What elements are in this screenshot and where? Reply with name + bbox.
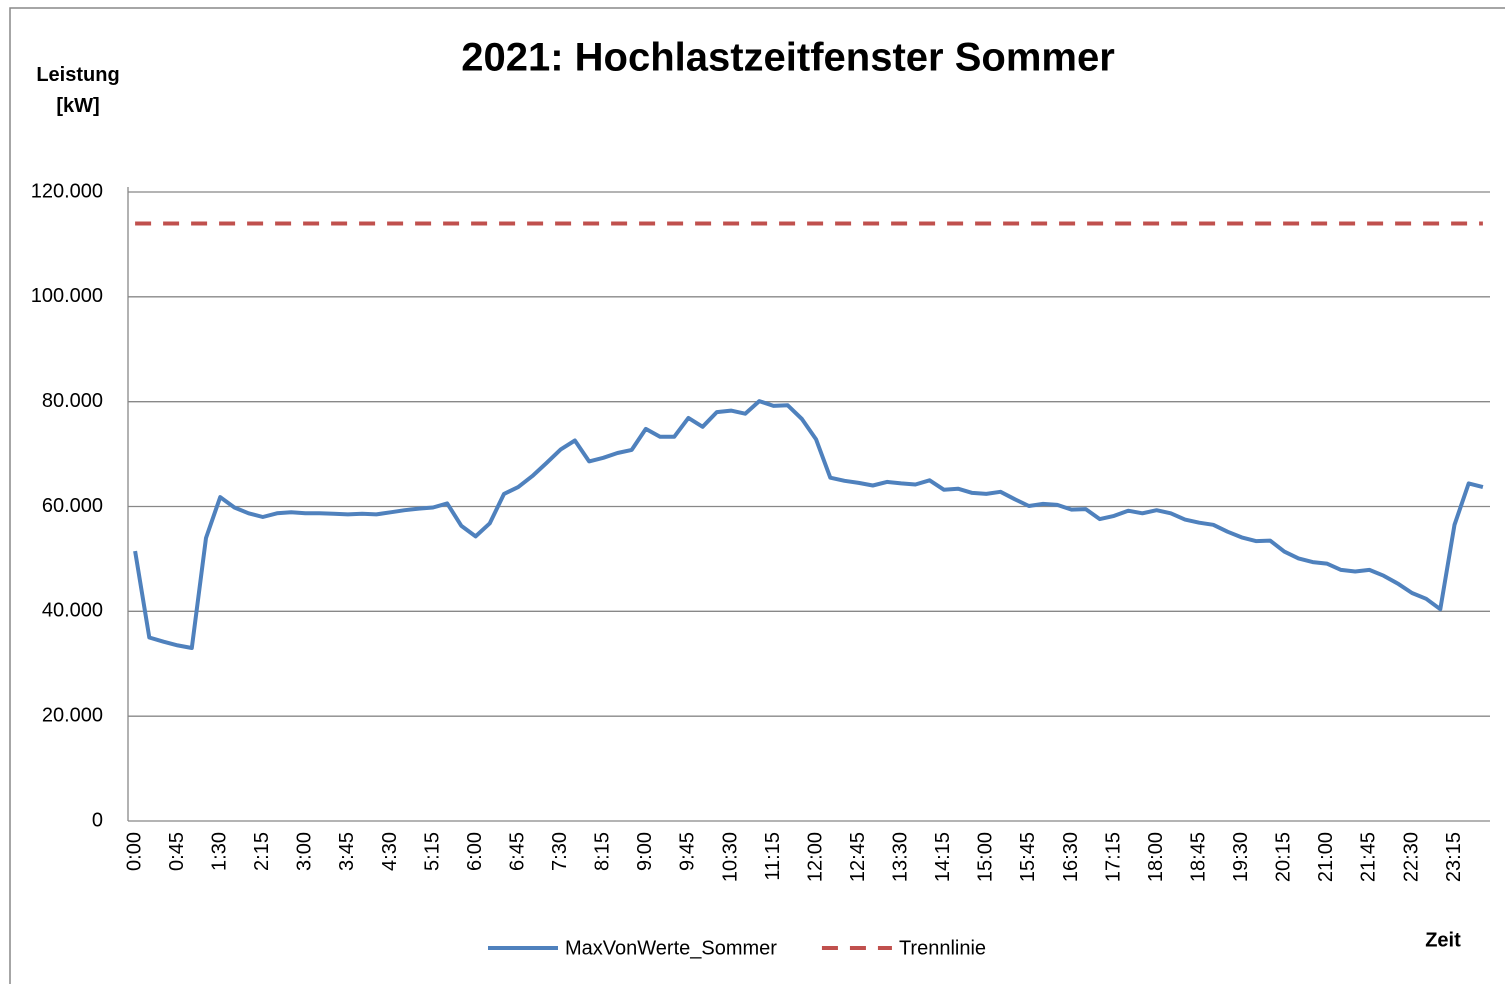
y-tick-label: 100.000	[31, 285, 103, 307]
legend-label: Trennlinie	[899, 937, 986, 959]
x-tick-label: 21:00	[1315, 832, 1337, 882]
x-tick-label: 1:30	[209, 832, 231, 871]
y-axis-title: Leistung [kW]	[36, 64, 120, 117]
x-tick-label: 12:00	[804, 832, 826, 882]
x-tick-label: 23:15	[1443, 832, 1465, 882]
x-tick-label: 22:30	[1400, 832, 1422, 882]
x-axis-title: Zeit	[1425, 929, 1461, 951]
series-line	[133, 399, 1484, 650]
y-tick-label: 60.000	[42, 495, 103, 517]
x-tick-label: 2:15	[251, 832, 273, 871]
x-tick-label: 6:45	[506, 832, 528, 871]
x-tick-label: 8:15	[592, 832, 614, 871]
y-tick-label: 120.000	[31, 180, 103, 202]
x-tick-label: 11:15	[762, 832, 784, 881]
chart-border	[9, 7, 1505, 984]
chart-title: 2021: Hochlastzeitfenster Sommer	[461, 36, 1115, 80]
x-tick-label: 21:45	[1358, 832, 1380, 882]
x-tick-label: 9:00	[634, 832, 656, 871]
x-tick-label: 18:45	[1187, 832, 1209, 882]
x-tick-label: 18:00	[1145, 832, 1167, 882]
x-tick-label: 19:30	[1230, 832, 1252, 882]
x-tick-label: 15:45	[1017, 832, 1039, 882]
y-tick-label: 80.000	[42, 390, 103, 412]
x-tick-label: 3:00	[294, 832, 316, 871]
x-tick-label: 17:15	[1102, 832, 1124, 882]
x-tick-label: 15:00	[975, 832, 997, 882]
x-tick-label: 9:45	[677, 832, 699, 871]
x-tick-label: 0:00	[123, 832, 145, 871]
x-tick-label: 5:15	[421, 832, 443, 871]
y-tick-label: 20.000	[42, 704, 103, 726]
x-tick-label: 0:45	[166, 832, 188, 871]
y-tick-label: 0	[92, 809, 103, 831]
x-tick-label: 4:30	[379, 832, 401, 871]
y-tick-label: 40.000	[42, 600, 103, 622]
x-tick-label: 16:30	[1060, 832, 1082, 882]
x-tick-label: 10:30	[719, 832, 741, 882]
x-tick-label: 7:30	[549, 832, 571, 871]
legend-label: MaxVonWerte_Sommer	[565, 937, 777, 959]
x-tick-label: 20:15	[1273, 832, 1295, 882]
x-tick-label: 14:15	[932, 832, 954, 882]
x-tick-label: 12:45	[847, 832, 869, 882]
x-tick-label: 3:45	[336, 832, 358, 871]
x-tick-label: 6:00	[464, 832, 486, 871]
x-tick-label: 13:30	[890, 832, 912, 882]
